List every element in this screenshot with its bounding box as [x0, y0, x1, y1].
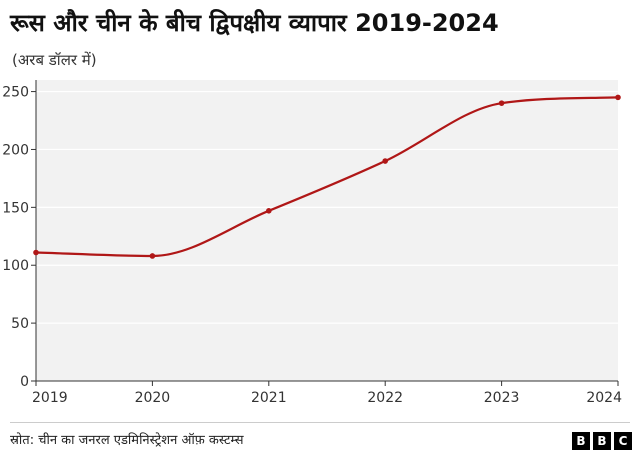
y-tick-label: 200 — [2, 142, 29, 158]
y-tick-label: 0 — [20, 374, 29, 390]
y-tick-label: 50 — [11, 316, 29, 332]
data-point — [615, 94, 621, 101]
bbc-logo: B B C — [572, 432, 632, 450]
series-line — [35, 96, 619, 258]
plot-area — [36, 80, 618, 381]
x-tick-label: 2023 — [484, 390, 520, 406]
logo-letter: B — [593, 432, 611, 450]
chart-title: रूस और चीन के बीच द्विपक्षीय व्यापार 201… — [10, 9, 499, 37]
y-tick-label: 150 — [2, 200, 29, 216]
x-tick-label: 2020 — [135, 390, 171, 406]
chart-subtitle: (अरब डॉलर में) — [12, 51, 97, 69]
x-tick-label: 2021 — [251, 390, 287, 406]
line-chart: 0 50 100 150 200 250 2019 2020 2021 2022 2023 2024 — [2, 80, 622, 406]
chart-container: 0 50 100 150 200 250 2019 2020 2021 2022 2023 2024 — [0, 76, 640, 408]
data-point — [33, 249, 39, 256]
x-tick-label: 2024 — [586, 390, 622, 406]
source-divider — [10, 422, 630, 423]
source-note: स्रोत: चीन का जनरल एडमिनिस्ट्रेशन ऑफ़ कस… — [10, 433, 244, 448]
x-tick-label: 2022 — [367, 390, 403, 406]
data-point — [382, 158, 389, 164]
data-point — [498, 100, 505, 106]
logo-letter: C — [614, 432, 632, 450]
data-point — [149, 253, 156, 259]
logo-letter: B — [572, 432, 590, 450]
x-tick-label: 2019 — [32, 390, 68, 406]
y-tick-label: 100 — [2, 258, 29, 274]
y-tick-label: 250 — [2, 85, 29, 101]
data-point — [266, 208, 272, 214]
